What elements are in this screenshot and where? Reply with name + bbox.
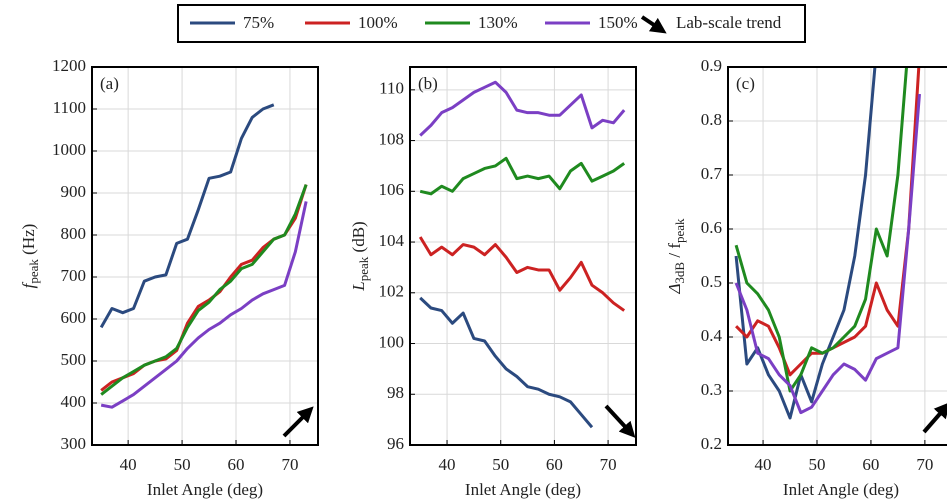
y-tick-label: 106 bbox=[379, 180, 405, 199]
y-tick-label: 100 bbox=[379, 332, 405, 351]
y-tick-label: 900 bbox=[61, 182, 87, 201]
y-axis-label-part: (dB) bbox=[349, 221, 368, 256]
y-tick-label: 1100 bbox=[53, 98, 86, 117]
series-line bbox=[734, 93, 921, 415]
series-line bbox=[419, 156, 626, 196]
legend-label: 130% bbox=[478, 13, 518, 32]
legend-label: 100% bbox=[358, 13, 398, 32]
y-tick-label: 96 bbox=[387, 434, 404, 453]
y-tick-label: 0.5 bbox=[701, 272, 722, 291]
legend-label: 150% bbox=[598, 13, 638, 32]
y-tick-label: 0.7 bbox=[701, 164, 723, 183]
series-line bbox=[99, 103, 275, 329]
plot-frame bbox=[409, 66, 637, 446]
x-axis-label: Inlet Angle (deg) bbox=[783, 480, 899, 499]
y-axis-label-part: Δ bbox=[665, 284, 684, 295]
y-axis-label-part: L bbox=[349, 281, 368, 291]
legend-label: Lab-scale trend bbox=[676, 13, 782, 32]
y-tick-label: 1000 bbox=[52, 140, 86, 159]
series-line bbox=[100, 201, 308, 409]
trend-arrow bbox=[604, 404, 636, 438]
y-axis-label: Δ3dB / fpeak bbox=[665, 218, 687, 295]
panel-label: (b) bbox=[418, 74, 438, 93]
series-line bbox=[419, 296, 594, 429]
y-tick-label: 0.9 bbox=[701, 56, 722, 75]
y-tick-label: 300 bbox=[61, 434, 87, 453]
y-axis-label-part: peak bbox=[26, 259, 41, 284]
trend-arrow bbox=[922, 401, 947, 434]
series-line bbox=[419, 80, 626, 137]
panel-label: (a) bbox=[100, 74, 119, 93]
y-tick-label: 600 bbox=[61, 308, 87, 327]
y-axis-label-part: / f bbox=[665, 243, 684, 262]
y-tick-label: 98 bbox=[387, 383, 404, 402]
y-axis-label-part: peak bbox=[672, 218, 687, 243]
trend-arrow bbox=[282, 406, 314, 438]
plot-frame bbox=[727, 66, 947, 446]
y-tick-label: 0.3 bbox=[701, 380, 722, 399]
x-tick-label: 60 bbox=[546, 455, 563, 474]
legend-arrow bbox=[640, 15, 667, 34]
y-axis-label-part: (Hz) bbox=[19, 224, 38, 259]
x-axis-label: Inlet Angle (deg) bbox=[147, 480, 263, 499]
series-line bbox=[734, 67, 877, 420]
x-tick-label: 70 bbox=[600, 455, 617, 474]
legend-label: 75% bbox=[243, 13, 274, 32]
y-tick-label: 0.4 bbox=[701, 326, 723, 345]
y-tick-label: 104 bbox=[379, 231, 405, 250]
panel-label: (c) bbox=[736, 74, 755, 93]
y-axis-label-part: f bbox=[19, 281, 38, 288]
y-tick-label: 500 bbox=[61, 350, 87, 369]
x-tick-label: 70 bbox=[916, 455, 933, 474]
y-tick-label: 0.6 bbox=[701, 218, 722, 237]
x-tick-label: 60 bbox=[862, 455, 879, 474]
x-tick-label: 50 bbox=[492, 455, 509, 474]
series-line bbox=[418, 236, 626, 312]
x-tick-label: 70 bbox=[281, 455, 298, 474]
y-tick-label: 108 bbox=[379, 129, 405, 148]
y-tick-label: 1200 bbox=[52, 56, 86, 75]
y-axis-label-part: 3dB bbox=[672, 262, 687, 284]
plot-frame bbox=[91, 66, 319, 446]
x-tick-label: 50 bbox=[174, 455, 191, 474]
y-tick-label: 102 bbox=[379, 282, 405, 301]
x-axis-label: Inlet Angle (deg) bbox=[465, 480, 581, 499]
y-tick-label: 110 bbox=[379, 79, 404, 98]
y-tick-label: 0.2 bbox=[701, 434, 722, 453]
x-tick-label: 40 bbox=[439, 455, 456, 474]
series-line bbox=[100, 184, 308, 396]
y-axis-label: fpeak (Hz) bbox=[19, 224, 41, 289]
y-tick-label: 0.8 bbox=[701, 110, 722, 129]
y-tick-label: 800 bbox=[61, 224, 87, 243]
x-tick-label: 50 bbox=[808, 455, 825, 474]
y-axis-label-part: peak bbox=[356, 256, 371, 281]
legend-box bbox=[177, 4, 806, 43]
y-tick-label: 400 bbox=[61, 392, 87, 411]
series-line bbox=[734, 67, 909, 393]
x-tick-label: 60 bbox=[228, 455, 245, 474]
x-tick-label: 40 bbox=[755, 455, 772, 474]
x-tick-label: 40 bbox=[120, 455, 137, 474]
y-axis-label: Lpeak (dB) bbox=[349, 221, 371, 291]
y-tick-label: 700 bbox=[61, 266, 87, 285]
